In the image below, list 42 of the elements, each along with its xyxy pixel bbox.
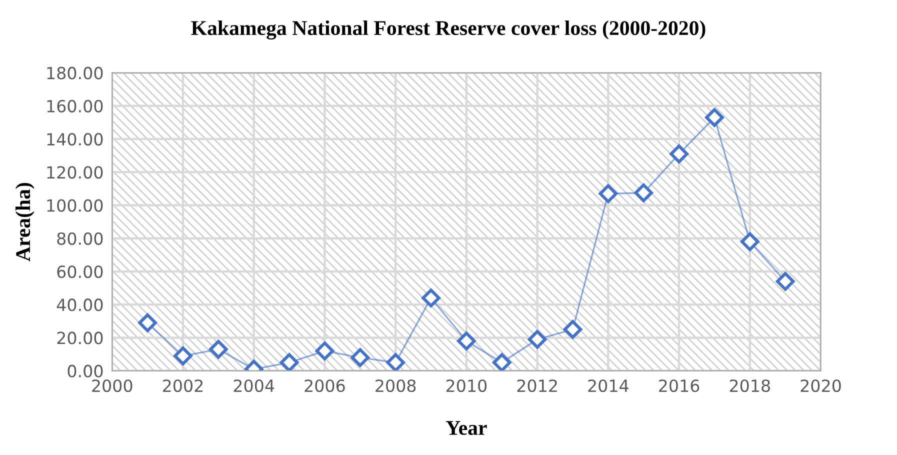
- y-tick-label: 40.00: [56, 298, 103, 312]
- y-tick-label: 120.00: [47, 166, 103, 179]
- y-tick-label: 180.00: [47, 66, 103, 80]
- x-tick-label: 2018: [730, 379, 770, 392]
- x-tick-label: 2006: [304, 379, 345, 392]
- point: [528, 330, 547, 349]
- point: [670, 144, 688, 164]
- point: [138, 313, 157, 332]
- y-tick-label: 100.00: [47, 199, 103, 212]
- x-tick-label: 2020: [800, 379, 841, 392]
- point: [492, 353, 512, 371]
- x-tick-label: 2010: [446, 379, 487, 392]
- point: [705, 108, 724, 127]
- y-tick-label: 160.00: [47, 100, 103, 112]
- y-axis-title: Area(ha): [15, 182, 34, 262]
- y-tick-label: 60.00: [57, 265, 103, 278]
- point: [315, 342, 334, 360]
- point: [174, 346, 192, 366]
- chart-title: Kakamega National Forest Reserve cover loss (2000-2020): [191, 20, 706, 40]
- point: [776, 272, 795, 291]
- x-tick-label: 2016: [659, 379, 700, 392]
- point: [634, 183, 653, 202]
- y-tick-label: 80.00: [57, 232, 103, 245]
- point: [350, 348, 370, 367]
- point: [598, 184, 618, 204]
- y-tick-label: 20.00: [57, 332, 103, 344]
- point: [422, 288, 440, 308]
- point: [563, 320, 582, 339]
- point: [386, 353, 405, 371]
- x-axis-title: Year: [446, 421, 487, 435]
- x-tick-label: 2002: [163, 379, 203, 392]
- y-tick-label: 140.00: [47, 132, 103, 146]
- x-tick-label: 2014: [588, 379, 628, 392]
- y-tick-label: 0.00: [68, 364, 103, 378]
- point: [209, 340, 228, 359]
- x-tick-label: 2000: [92, 379, 132, 392]
- point: [740, 232, 760, 252]
- x-tick-label: 2008: [376, 379, 416, 392]
- point: [280, 353, 299, 371]
- x-tick-label: 2012: [517, 379, 557, 392]
- x-tick-label: 2004: [234, 379, 274, 392]
- point: [457, 332, 476, 350]
